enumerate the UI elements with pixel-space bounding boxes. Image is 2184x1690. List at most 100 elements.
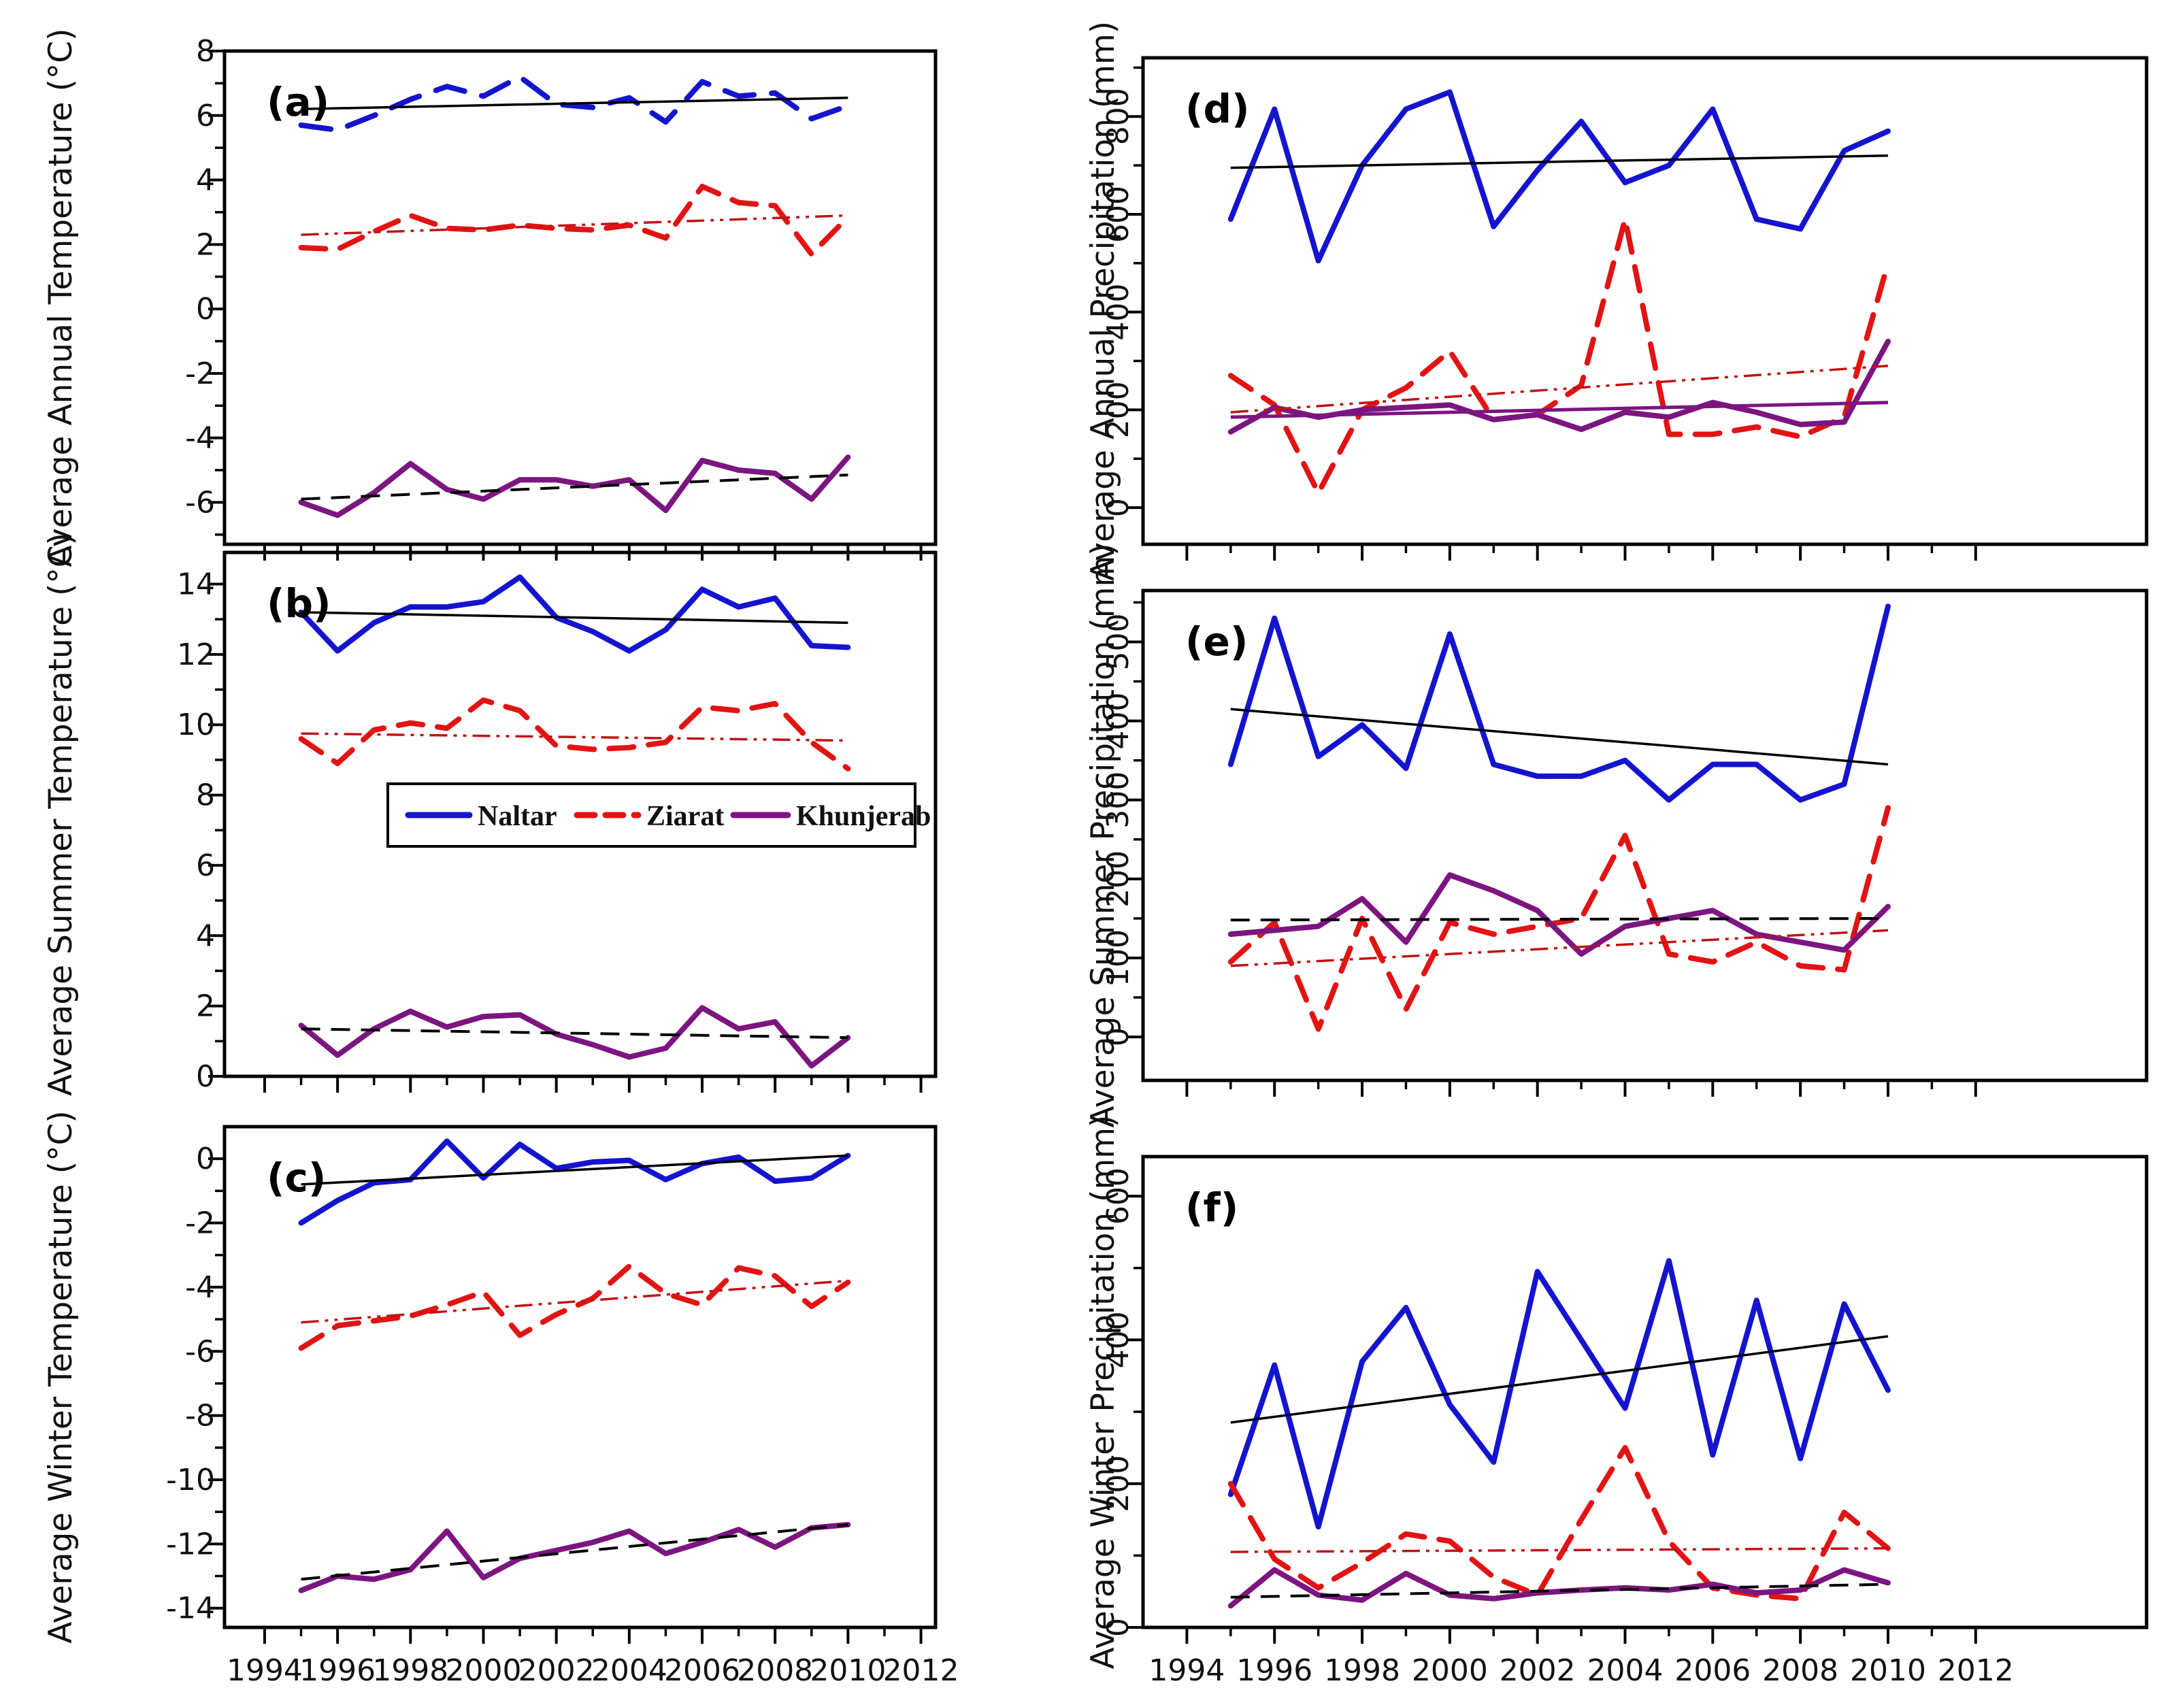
panel-c: 1994199619982000200220042006200820102012… xyxy=(42,1110,959,1688)
a-series-khunjerab-line xyxy=(298,454,851,518)
x-tick-label: 1994 xyxy=(227,1653,303,1687)
c-trend-naltar-line xyxy=(301,1154,848,1186)
x-tick-label: 1994 xyxy=(1148,1653,1225,1687)
c-series-khunjerab-line xyxy=(298,1522,851,1593)
y-tick-label: 200 xyxy=(1101,850,1136,908)
x-tick-label: 2008 xyxy=(1762,1653,1838,1687)
y-tick-label: 6 xyxy=(196,848,215,883)
d-trend-ziarat-line xyxy=(1230,364,1889,414)
x-tick-label: 2002 xyxy=(518,1653,595,1687)
e-series-naltar-line xyxy=(1227,603,1891,803)
y-axis-title-b: Average Summer Temperature (°C) xyxy=(42,533,80,1096)
panel-label-d: (d) xyxy=(1185,86,1250,132)
x-tick-label: 2010 xyxy=(1850,1653,1926,1687)
y-axis-title-d: Average Annual Precipitation (mm) xyxy=(1085,21,1122,581)
y-tick-label: 300 xyxy=(1101,772,1136,829)
y-tick-label: 4 xyxy=(196,163,215,198)
b-trend-ziarat-line xyxy=(301,732,848,742)
y-tick-label: 6 xyxy=(196,99,215,133)
e-trend-naltar-line xyxy=(1230,708,1889,766)
y-tick-label: 12 xyxy=(177,637,215,672)
y-tick-label: -2 xyxy=(185,357,215,391)
legend-label-khunjerab: Khunjerab xyxy=(796,801,931,832)
f-series-khunjerab-line xyxy=(1227,1567,1891,1609)
panel-label-a: (a) xyxy=(267,79,329,125)
x-tick-label: 2012 xyxy=(883,1653,959,1687)
d-series-ziarat-line xyxy=(1227,216,1891,496)
y-tick-label: -6 xyxy=(185,1334,215,1369)
legend: Naltar Ziarat Khunjerab xyxy=(386,782,931,848)
a-trend-naltar-line xyxy=(301,96,848,111)
legend-label-ziarat: Ziarat xyxy=(646,801,724,832)
e-series-ziarat-line xyxy=(1227,805,1891,1032)
e-trend-ziarat-line xyxy=(1230,929,1889,967)
c-trend-ziarat-line xyxy=(301,1279,848,1324)
y-tick-label: 500 xyxy=(1101,613,1136,670)
d-trend-khunjerab-line xyxy=(1230,401,1889,419)
x-tick-label: 2000 xyxy=(445,1653,521,1687)
f-series-naltar-line xyxy=(1227,1258,1891,1530)
y-tick-label: -4 xyxy=(185,421,215,456)
y-axis-title-e: Average Summer Precipitation (mm) xyxy=(1085,543,1122,1127)
y-tick-label: -8 xyxy=(185,1399,215,1434)
x-tick-label: 1998 xyxy=(372,1653,448,1687)
panel-b-border xyxy=(222,550,938,1078)
y-tick-label: 400 xyxy=(1101,284,1136,341)
x-tick-label: 2002 xyxy=(1500,1653,1576,1687)
e-series-khunjerab-line xyxy=(1227,872,1891,957)
panel-e-border xyxy=(1141,589,2149,1082)
y-tick-label: 400 xyxy=(1101,1311,1136,1368)
f-series-ziarat-line xyxy=(1227,1444,1891,1602)
y-tick-label: 0 xyxy=(196,1142,215,1176)
y-tick-label: 0 xyxy=(196,292,215,327)
c-series-naltar-line xyxy=(298,1138,851,1226)
y-tick-label: 4 xyxy=(196,918,215,953)
d-series-naltar-line xyxy=(1227,89,1891,264)
y-tick-label: 100 xyxy=(1101,929,1136,987)
panel-label-f: (f) xyxy=(1185,1184,1238,1231)
x-tick-label: 2006 xyxy=(1674,1653,1751,1687)
y-tick-label: -6 xyxy=(185,485,215,520)
y-tick-label: -10 xyxy=(166,1463,215,1497)
x-tick-label: 2004 xyxy=(1587,1653,1664,1687)
panel-label-b: (b) xyxy=(267,580,331,627)
c-trend-khunjerab-line xyxy=(301,1523,848,1581)
y-tick-label: 2 xyxy=(196,989,215,1024)
y-axis-title-c: Average Winter Temperature (°C) xyxy=(42,1110,80,1644)
panel-f: 1994 1996 1998 2000 2002 2004 2006 2008 2010 2012… xyxy=(1085,1115,2149,1688)
legend-label-naltar: Naltar xyxy=(478,801,557,832)
panel-label-e: (e) xyxy=(1185,618,1248,665)
y-tick-label: -14 xyxy=(166,1591,215,1626)
y-tick-label: -12 xyxy=(166,1527,215,1561)
a-trend-khunjerab-line xyxy=(301,474,848,501)
y-tick-label: 200 xyxy=(1101,381,1136,438)
x-tick-label: 1996 xyxy=(1236,1653,1312,1687)
f-trend-naltar-line xyxy=(1230,1335,1889,1424)
y-tick-label: 400 xyxy=(1101,693,1136,750)
y-tick-label: 800 xyxy=(1101,88,1136,145)
y-tick-label: 600 xyxy=(1101,186,1136,243)
d-trend-naltar-line xyxy=(1230,154,1889,169)
y-axis-title-f: Average Winter Precipitation (mm) xyxy=(1085,1115,1122,1670)
b-series-khunjerab-line xyxy=(298,1005,851,1069)
legend-box xyxy=(386,782,916,848)
y-tick-label: 0 xyxy=(1101,498,1136,517)
y-axis-title-a: Average Annual Temperature (°C) xyxy=(42,29,80,567)
panel-d-border xyxy=(1141,56,2149,546)
y-tick-label: 14 xyxy=(177,567,215,602)
x-tick-label: 2010 xyxy=(810,1653,886,1687)
x-tick-label: 2000 xyxy=(1412,1653,1488,1687)
f-trend-khunjerab-line xyxy=(1230,1583,1889,1599)
x-tick-label: 2004 xyxy=(591,1653,667,1687)
panel-a: 8 6 4 2 0 -2 -4 -6 Average Annual Temperature (°… xyxy=(42,29,938,567)
x-tick-label: 2008 xyxy=(737,1653,813,1687)
d-series-khunjerab-line xyxy=(1227,338,1891,435)
panel-label-c: (c) xyxy=(267,1155,326,1201)
x-tick-label: 1998 xyxy=(1324,1653,1400,1687)
e-trend-khunjerab-line xyxy=(1230,916,1888,922)
panel-c-border xyxy=(222,1125,938,1629)
y-tick-label: 0 xyxy=(1101,1027,1136,1046)
b-series-ziarat-line xyxy=(298,697,851,772)
